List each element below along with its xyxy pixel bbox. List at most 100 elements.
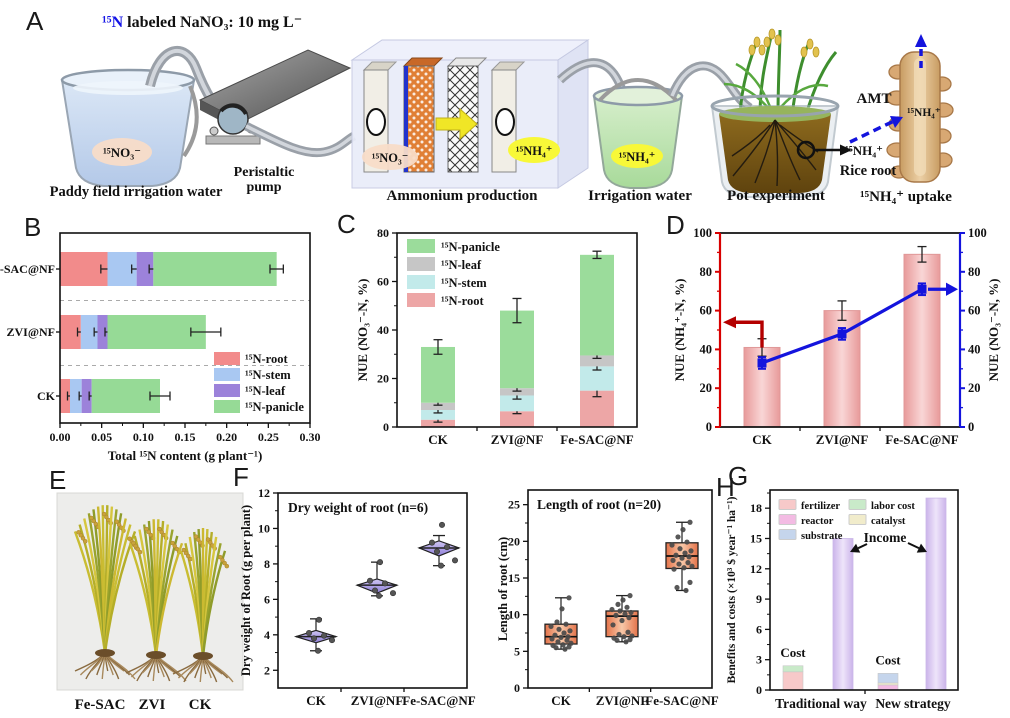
legend-label: ¹⁵N-panicle bbox=[245, 400, 304, 414]
tick-label: 0 bbox=[968, 420, 974, 434]
bar-segment bbox=[60, 315, 81, 349]
data-point bbox=[675, 534, 681, 540]
bar-segment bbox=[580, 355, 614, 367]
tick-label: 4 bbox=[264, 628, 270, 642]
legend-label: ¹⁵N-leaf bbox=[245, 384, 286, 398]
bar-segment bbox=[421, 346, 455, 403]
bucket-tag-text: ¹⁵NH₄⁺ bbox=[619, 150, 656, 164]
cost-annotation: Cost bbox=[780, 645, 806, 660]
data-point bbox=[629, 633, 635, 639]
data-point bbox=[611, 635, 617, 641]
tick-label: 60 bbox=[377, 275, 389, 289]
data-point bbox=[552, 632, 558, 638]
data-point bbox=[567, 628, 573, 634]
legend-swatch bbox=[407, 293, 435, 307]
data-point bbox=[626, 615, 632, 621]
data-point bbox=[329, 637, 336, 644]
rice-plant bbox=[172, 528, 234, 683]
irrigation-bucket: ¹⁵NH₄⁺ bbox=[592, 78, 684, 189]
arrow bbox=[907, 542, 920, 550]
tick-label: 6 bbox=[756, 622, 762, 636]
tick-label: 20 bbox=[700, 381, 713, 395]
data-point bbox=[624, 604, 630, 610]
bar-segment bbox=[153, 252, 277, 286]
arrow-head bbox=[916, 543, 927, 553]
cell-in-oval bbox=[362, 144, 418, 170]
isotope-label: ¹⁵N bbox=[102, 14, 124, 31]
data-point bbox=[439, 521, 446, 528]
bar-segment bbox=[136, 252, 154, 286]
panel-label-a: A bbox=[26, 6, 44, 36]
bar-segment bbox=[500, 388, 534, 396]
bar-segment bbox=[500, 395, 534, 412]
category-label: e-SAC@NF bbox=[0, 262, 55, 276]
tick-label: 40 bbox=[968, 342, 981, 356]
data-point bbox=[555, 639, 561, 645]
data-point bbox=[627, 593, 633, 599]
data-point bbox=[560, 642, 566, 648]
data-point bbox=[562, 646, 568, 652]
data-point bbox=[676, 561, 682, 567]
axis-label: Length of root (cm) bbox=[496, 537, 510, 641]
axis-label: Total ¹⁵N content (g plant⁻¹) bbox=[108, 448, 263, 463]
tube-2-highlight bbox=[245, 124, 355, 155]
panel-label-b: B bbox=[24, 212, 42, 242]
legend-swatch bbox=[214, 384, 240, 397]
bar-segment bbox=[70, 379, 82, 413]
line-marker bbox=[757, 358, 767, 368]
rice-plant bbox=[125, 519, 187, 682]
tick-label: 12 bbox=[258, 486, 270, 500]
data-point bbox=[565, 634, 571, 640]
category-label: Fe-SAC@NF bbox=[560, 432, 634, 447]
legend-swatch bbox=[778, 529, 797, 540]
data-point bbox=[689, 563, 695, 569]
data-point bbox=[550, 642, 556, 649]
bar-segment bbox=[91, 379, 160, 413]
income-annotation: Income bbox=[864, 530, 907, 545]
panel-e-photo: Fe-SAC ZVI CK bbox=[56, 492, 244, 713]
data-point bbox=[628, 609, 634, 616]
category-label: CK bbox=[752, 432, 772, 447]
cost-bar-segment bbox=[877, 673, 899, 684]
bar-segment bbox=[60, 379, 70, 413]
left-axis-arrow bbox=[734, 320, 764, 348]
data-point bbox=[568, 640, 574, 646]
tick-label: 80 bbox=[377, 226, 389, 240]
category-label: Fe-SAC@NF bbox=[645, 693, 719, 708]
category-label: ZVI@NF bbox=[491, 432, 544, 447]
data-point bbox=[684, 539, 690, 545]
bar-segment bbox=[421, 419, 455, 427]
data-point bbox=[687, 579, 693, 585]
beaker-paddy-water: ¹⁵NO₃⁻ bbox=[60, 68, 199, 187]
data-point bbox=[444, 544, 451, 551]
data-point bbox=[671, 566, 677, 572]
data-point bbox=[549, 636, 555, 642]
data-point bbox=[429, 539, 436, 546]
tick-label: 3 bbox=[756, 653, 762, 667]
panel-a-title-rest: labeled NaNO₃: 10 mg L⁻ bbox=[123, 14, 303, 31]
panel-d-chart: 0 0 20 20 40 40 60 60 80 80 100 100 CK ZVI@NF Fe-SAC@N… bbox=[672, 226, 1001, 447]
pot-caption: Pot experiment bbox=[727, 188, 825, 204]
tick-label: 0.05 bbox=[91, 430, 112, 444]
category-label: Fe-SAC@NF bbox=[402, 693, 476, 708]
legend-label: reactor bbox=[801, 516, 834, 527]
panel-label-h: H bbox=[716, 472, 735, 502]
data-point bbox=[681, 565, 687, 571]
data-point bbox=[617, 608, 623, 614]
axis-frame bbox=[527, 489, 713, 689]
data-point bbox=[306, 630, 313, 637]
category-label: ZVI@NF bbox=[351, 693, 404, 708]
peristaltic-pump bbox=[198, 49, 352, 145]
bar-segment bbox=[500, 411, 534, 427]
tick-label: 0 bbox=[514, 681, 520, 695]
legend-label: substrate bbox=[801, 531, 843, 542]
cost-bar-segment bbox=[782, 665, 804, 673]
legend-label: fertilizer bbox=[801, 501, 840, 512]
data-point bbox=[438, 562, 445, 569]
data-point bbox=[610, 622, 616, 628]
legend-swatch bbox=[214, 400, 240, 413]
rice-root-diagram: AMT ¹⁵NH₄⁺ ¹⁵NH₄⁺ Rice root bbox=[840, 34, 954, 183]
root-inner-tag: ¹⁵NH₄⁺ bbox=[907, 107, 941, 119]
